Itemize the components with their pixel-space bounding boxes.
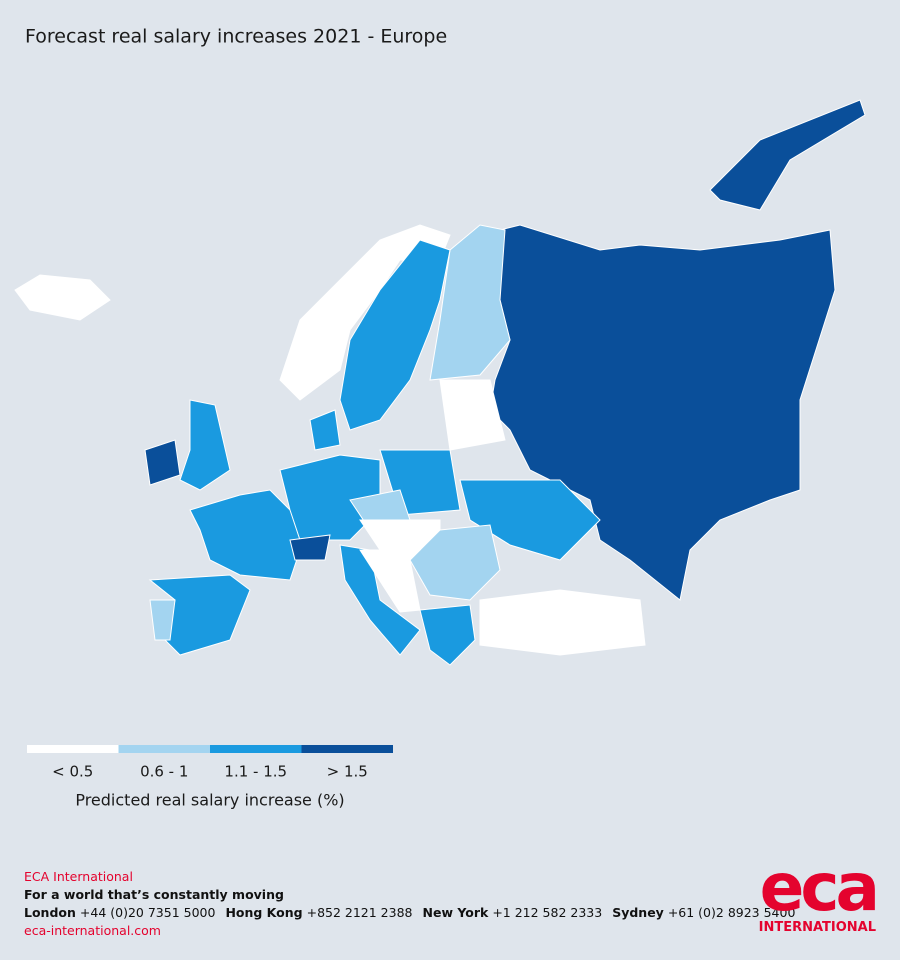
- turkey: [479, 589, 646, 656]
- legend-swatch: [210, 745, 302, 753]
- logo: eca INTERNATIONAL: [758, 849, 880, 936]
- footer: ECA International For a world that’s con…: [24, 868, 805, 940]
- france: [189, 489, 301, 581]
- website[interactable]: eca-international.com: [24, 923, 161, 938]
- ukraine: [459, 479, 601, 561]
- portugal: [149, 599, 176, 641]
- novaya-zemlya: [709, 99, 866, 211]
- legend-label: 1.1 - 1.5: [224, 763, 287, 781]
- legend-swatch: [27, 745, 119, 753]
- office-city: New York: [422, 905, 489, 920]
- map: [14, 99, 866, 666]
- office-phone: +61 (0)2 8923 5400: [667, 905, 796, 920]
- legend-swatch: [301, 745, 393, 753]
- greece: [419, 604, 476, 666]
- switzerland: [289, 534, 331, 561]
- legend: < 0.5 0.6 - 1 1.1 - 1.5 > 1.5: [27, 745, 393, 781]
- office-city: Sydney: [612, 905, 664, 920]
- finland: [429, 224, 511, 381]
- office-city: Hong Kong: [225, 905, 303, 920]
- company: ECA International: [24, 869, 133, 884]
- uk: [179, 399, 231, 491]
- logo-subtitle: INTERNATIONAL: [758, 920, 876, 935]
- legend-title: Predicted real salary increase (%): [75, 791, 344, 810]
- romania: [409, 524, 501, 601]
- office-phone: +852 2121 2388: [306, 905, 413, 920]
- baltics: [439, 379, 506, 451]
- title: Forecast real salary increases 2021 - Eu…: [25, 26, 447, 48]
- ireland: [144, 439, 181, 486]
- logo-text: eca: [759, 849, 880, 926]
- tagline-text: For a world that’s constantly moving: [24, 887, 284, 902]
- office-phone: +44 (0)20 7351 5000: [79, 905, 216, 920]
- map-chart: Forecast real salary increases 2021 - Eu…: [14, 26, 866, 810]
- office-phone: +1 212 582 2333: [492, 905, 603, 920]
- legend-label: 0.6 - 1: [140, 763, 188, 781]
- offices: London +44 (0)20 7351 5000 Hong Kong +852 2…: [24, 904, 805, 922]
- balkans: [359, 549, 422, 613]
- tagline: For a world that’s constantly moving: [24, 886, 805, 904]
- sweden: [339, 239, 451, 431]
- legend-swatch: [118, 745, 210, 753]
- legend-label: < 0.5: [52, 763, 93, 781]
- iceland: [14, 274, 111, 321]
- office-city: London: [24, 905, 76, 920]
- legend-label: > 1.5: [327, 763, 368, 781]
- denmark: [309, 409, 341, 451]
